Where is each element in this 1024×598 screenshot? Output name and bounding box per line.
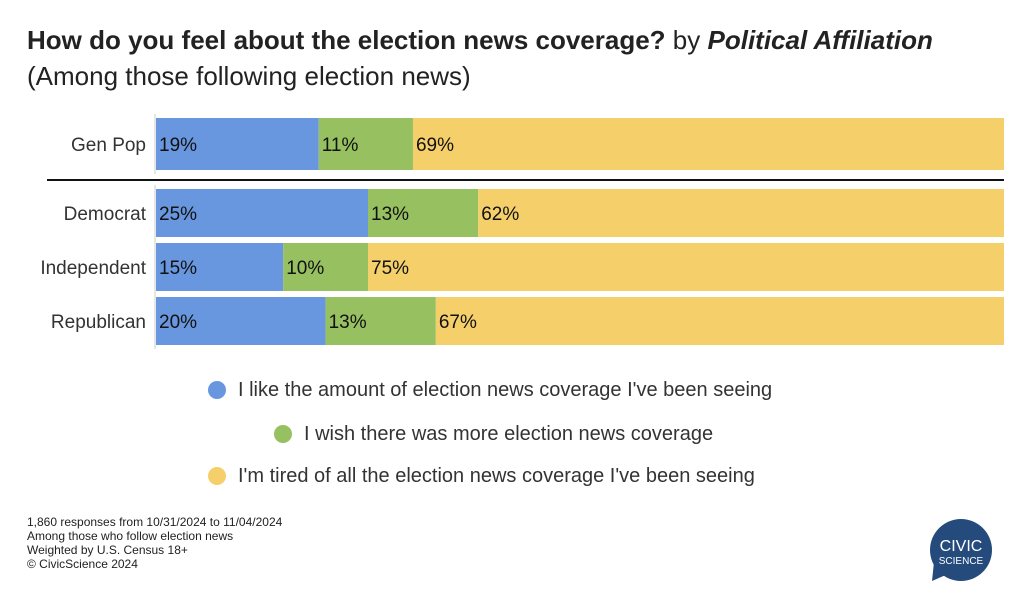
bar-segment [156,243,284,291]
bar-segment [435,297,1005,345]
footer-responses: 1,860 responses from 10/31/2024 to 11/04… [27,515,283,529]
data-label: 69% [416,135,454,156]
data-label: 62% [481,204,519,225]
legend-item-more: I wish there was more election news cove… [274,422,713,446]
data-label: 15% [159,258,197,279]
civicscience-logo: CIVIC SCIENCE [930,519,992,581]
title-main: How do you feel about the election news … [27,25,666,55]
bar-segment [156,118,319,170]
category-label: Democrat [64,204,147,225]
stacked-bar-chart: Gen Pop 19% 11% 69% Democrat 25% 13% 62% Indepen… [40,114,1005,349]
category-label: Republican [51,312,146,333]
category-label: Independent [40,258,146,279]
bar-segment [325,297,436,345]
legend-item-tired: I'm tired of all the election news cover… [208,464,755,488]
legend-label: I like the amount of election news cover… [238,378,773,401]
bar-segment [156,297,326,345]
bar-segment [156,189,368,237]
data-label: 20% [159,312,197,333]
footer-notes: 1,860 responses from 10/31/2024 to 11/04… [27,515,282,571]
title-by: by [672,25,701,55]
legend-label: I'm tired of all the election news cover… [238,464,755,487]
title-group: Political Affiliation [707,25,933,55]
bar-segment [412,118,1004,170]
chart-title: How do you feel about the election news … [27,22,987,94]
bar-segment [368,189,479,237]
data-label: 10% [286,258,324,279]
data-label: 19% [159,135,197,156]
data-label: 13% [329,312,367,333]
category-label: Gen Pop [71,135,146,156]
legend-item-like: I like the amount of election news cover… [208,378,772,402]
logo-science: SCIENCE [939,556,984,567]
data-label: 11% [322,135,359,156]
data-label: 75% [371,258,409,279]
footer-weighting: Weighted by U.S. Census 18+ [27,543,188,557]
logo-civic: CIVIC [940,538,983,555]
bar-segment [478,189,1004,237]
legend-swatch-more [274,425,292,443]
data-label: 13% [371,204,409,225]
footer-copyright: © CivicScience 2024 [27,557,138,571]
footer-population: Among those who follow election news [27,529,234,543]
legend-swatch-tired [208,467,226,485]
legend-swatch-like [208,381,226,399]
title-subtitle: (Among those following election news) [27,61,471,91]
legend-label: I wish there was more election news cove… [304,422,714,445]
data-label: 67% [439,312,477,333]
data-label: 25% [159,204,197,225]
bar-segment [318,118,413,170]
bar-segment [283,243,368,291]
bar-segment [368,243,1004,291]
